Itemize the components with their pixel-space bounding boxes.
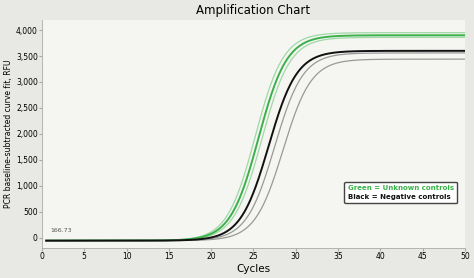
- Text: 166.73: 166.73: [50, 228, 72, 233]
- Title: Amplification Chart: Amplification Chart: [196, 4, 310, 17]
- X-axis label: Cycles: Cycles: [237, 264, 271, 274]
- Y-axis label: PCR baseline-subtracted curve fit, RFU: PCR baseline-subtracted curve fit, RFU: [4, 59, 13, 208]
- Legend: Green = Unknown controls, Black = Negative controls: Green = Unknown controls, Black = Negati…: [344, 182, 457, 203]
